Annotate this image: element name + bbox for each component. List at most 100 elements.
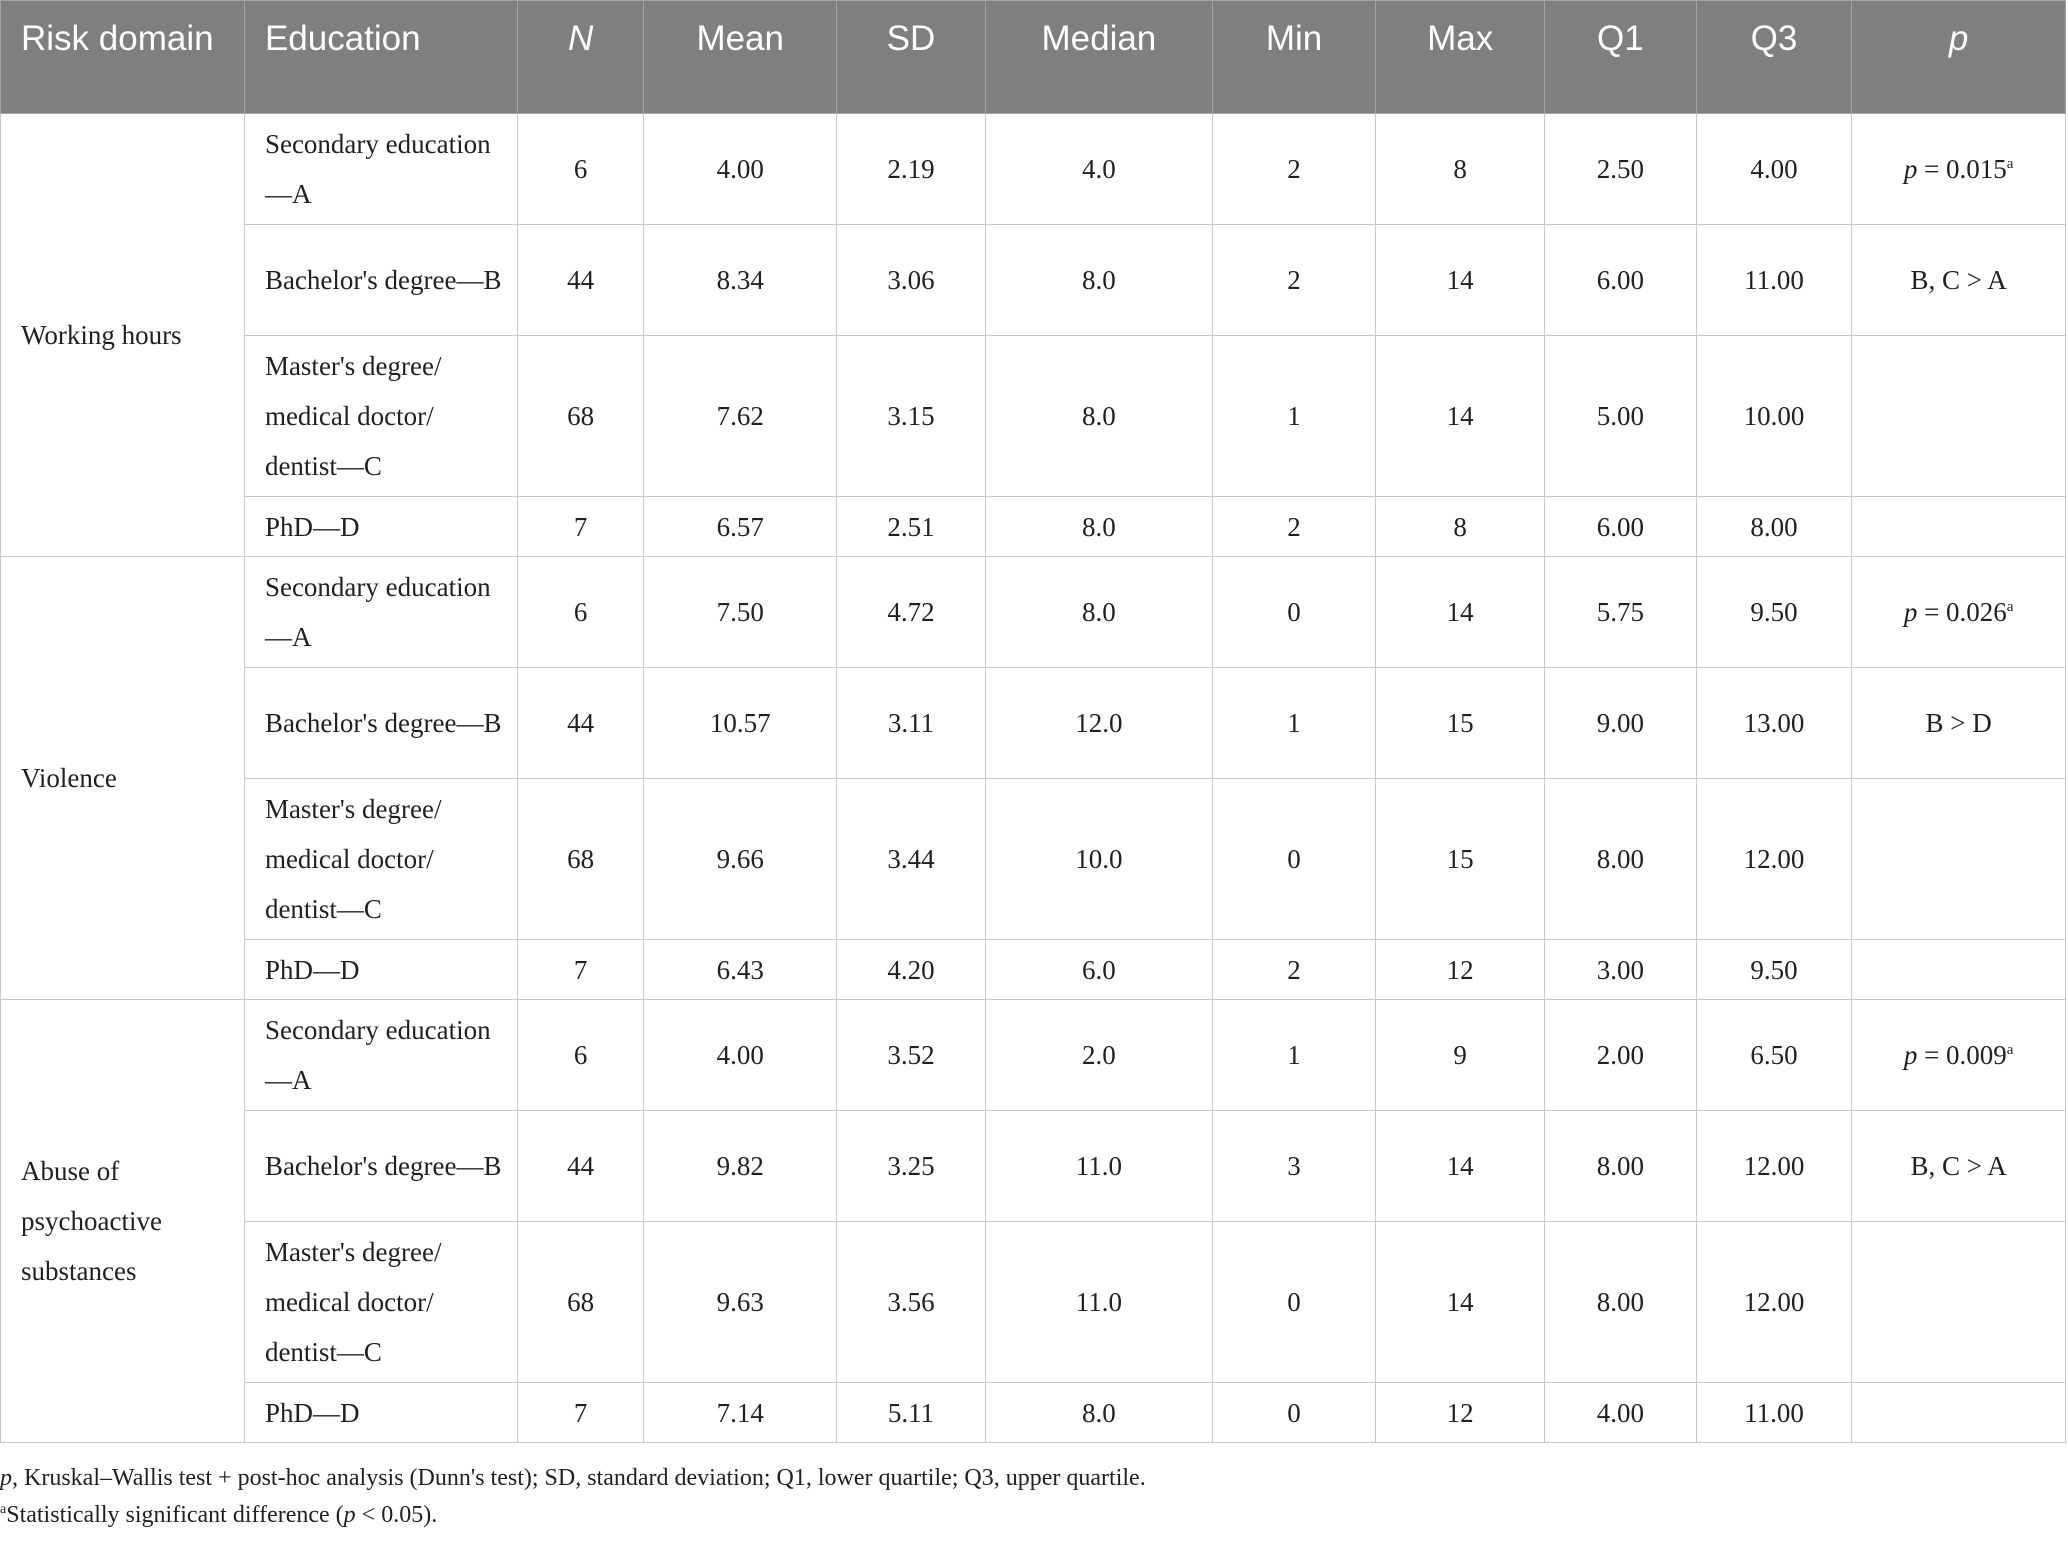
max-cell: 12	[1375, 1382, 1546, 1443]
posthoc-cell: B, C > A	[1851, 224, 2066, 336]
education-cell: Secondary education—A	[243, 999, 518, 1111]
q1-cell: 2.50	[1544, 113, 1697, 225]
max-cell: 15	[1375, 778, 1546, 940]
education-cell: Secondary education—A	[243, 113, 518, 225]
table-row: PhD—D 7 6.57 2.51 8.0 2 8 6.00 8.00	[1, 496, 2066, 557]
median-cell: 8.0	[984, 1382, 1213, 1443]
min-cell: 3	[1211, 1110, 1377, 1222]
mean-cell: 7.50	[643, 556, 837, 668]
median-cell: 4.0	[984, 113, 1213, 225]
p-cell	[1851, 939, 2066, 1000]
col-header-risk-domain: Risk domain	[0, 0, 245, 114]
q1-cell: 8.00	[1544, 1110, 1697, 1222]
q1-cell: 5.75	[1544, 556, 1697, 668]
min-cell: 2	[1211, 939, 1377, 1000]
n-cell: 44	[516, 224, 645, 336]
table-footnotes: p, Kruskal–Wallis test + post-hoc analys…	[0, 1460, 1146, 1534]
p-significance-marker: a	[2006, 599, 2014, 615]
sd-cell: 4.20	[835, 939, 986, 1000]
education-cell: Secondary education—A	[243, 556, 518, 668]
footnote-significance: aStatistically significant difference (p…	[0, 1502, 438, 1528]
min-cell: 0	[1211, 1382, 1377, 1443]
education-cell: Master's degree/ medical doctor/ dentist…	[243, 335, 518, 497]
max-cell: 14	[1375, 224, 1546, 336]
col-header-education: Education	[243, 0, 518, 114]
q3-cell: 12.00	[1695, 778, 1853, 940]
q3-cell: 12.00	[1695, 1221, 1853, 1383]
q1-cell: 6.00	[1544, 496, 1697, 557]
col-header-q1: Q1	[1544, 0, 1697, 114]
q1-cell: 2.00	[1544, 999, 1697, 1111]
n-cell: 68	[516, 778, 645, 940]
max-cell: 8	[1375, 496, 1546, 557]
mean-cell: 4.00	[643, 113, 837, 225]
mean-cell: 9.66	[643, 778, 837, 940]
max-cell: 8	[1375, 113, 1546, 225]
median-cell: 6.0	[984, 939, 1213, 1000]
median-cell: 12.0	[984, 667, 1213, 779]
sd-cell: 3.11	[835, 667, 986, 779]
min-cell: 0	[1211, 778, 1377, 940]
p-label: p	[1903, 597, 1918, 627]
col-header-max: Max	[1375, 0, 1546, 114]
footnote-abbreviations: p, Kruskal–Wallis test + post-hoc analys…	[0, 1465, 1146, 1491]
mean-cell: 7.62	[643, 335, 837, 497]
risk-domain-cell: Working hours	[0, 113, 245, 557]
mean-cell: 7.14	[643, 1382, 837, 1443]
min-cell: 1	[1211, 999, 1377, 1111]
table-row: Abuse of psychoactive substances Secondar…	[0, 999, 2066, 1443]
q3-cell: 9.50	[1695, 939, 1853, 1000]
q1-cell: 8.00	[1544, 1221, 1697, 1383]
table-row: Master's degree/ medical doctor/ dentist…	[1, 1221, 2066, 1383]
max-cell: 9	[1375, 999, 1546, 1111]
header-row: Risk domain Education N Mean SD Median M…	[0, 0, 2066, 114]
education-cell: PhD—D	[243, 496, 518, 557]
mean-cell: 10.57	[643, 667, 837, 779]
q1-cell: 4.00	[1544, 1382, 1697, 1443]
table-row: Bachelor's degree—B 44 9.82 3.25 11.0 3 14 8.00…	[1, 1110, 2066, 1222]
risk-domain-cell: Abuse of psychoactive substances	[0, 999, 245, 1443]
n-cell: 44	[516, 1110, 645, 1222]
q3-cell: 12.00	[1695, 1110, 1853, 1222]
table-row: Violence Secondary education—A 6 7.50 4.72 8.…	[0, 556, 2066, 1000]
max-cell: 14	[1375, 335, 1546, 497]
max-cell: 14	[1375, 1110, 1546, 1222]
p-cell	[1851, 1221, 2066, 1383]
statistics-table: Risk domain Education N Mean SD Median M…	[0, 0, 2066, 1443]
q3-cell: 4.00	[1695, 113, 1853, 225]
n-cell: 68	[516, 1221, 645, 1383]
median-cell: 8.0	[984, 224, 1213, 336]
table-row: PhD—D 7 7.14 5.11 8.0 0 12 4.00 11.00	[1, 1382, 2066, 1443]
sd-cell: 3.15	[835, 335, 986, 497]
p-value: = 0.026	[1917, 597, 2007, 627]
table-row: Bachelor's degree—B 44 10.57 3.11 12.0 1 15 9.0…	[1, 667, 2066, 779]
col-header-min: Min	[1211, 0, 1377, 114]
min-cell: 0	[1211, 556, 1377, 668]
q3-cell: 11.00	[1695, 224, 1853, 336]
sd-cell: 3.06	[835, 224, 986, 336]
col-header-p: p	[1851, 0, 2066, 114]
n-cell: 68	[516, 335, 645, 497]
table-row: Master's degree/ medical doctor/ dentist…	[1, 778, 2066, 940]
n-cell: 44	[516, 667, 645, 779]
table-container: Risk domain Education N Mean SD Median M…	[0, 0, 2066, 1443]
n-cell: 6	[516, 999, 645, 1111]
p-cell: p = 0.026a	[1851, 556, 2066, 668]
p-cell	[1851, 778, 2066, 940]
col-header-sd: SD	[835, 0, 986, 114]
q3-cell: 11.00	[1695, 1382, 1853, 1443]
education-cell: Master's degree/ medical doctor/ dentist…	[243, 1221, 518, 1383]
n-cell: 7	[516, 939, 645, 1000]
n-cell: 6	[516, 556, 645, 668]
n-cell: 7	[516, 496, 645, 557]
min-cell: 0	[1211, 1221, 1377, 1383]
sd-cell: 4.72	[835, 556, 986, 668]
col-header-mean: Mean	[643, 0, 837, 114]
col-header-median: Median	[984, 0, 1213, 114]
median-cell: 2.0	[984, 999, 1213, 1111]
median-cell: 8.0	[984, 556, 1213, 668]
p-cell	[1851, 335, 2066, 497]
min-cell: 2	[1211, 496, 1377, 557]
education-cell: Bachelor's degree—B	[243, 1110, 518, 1222]
sd-cell: 2.51	[835, 496, 986, 557]
